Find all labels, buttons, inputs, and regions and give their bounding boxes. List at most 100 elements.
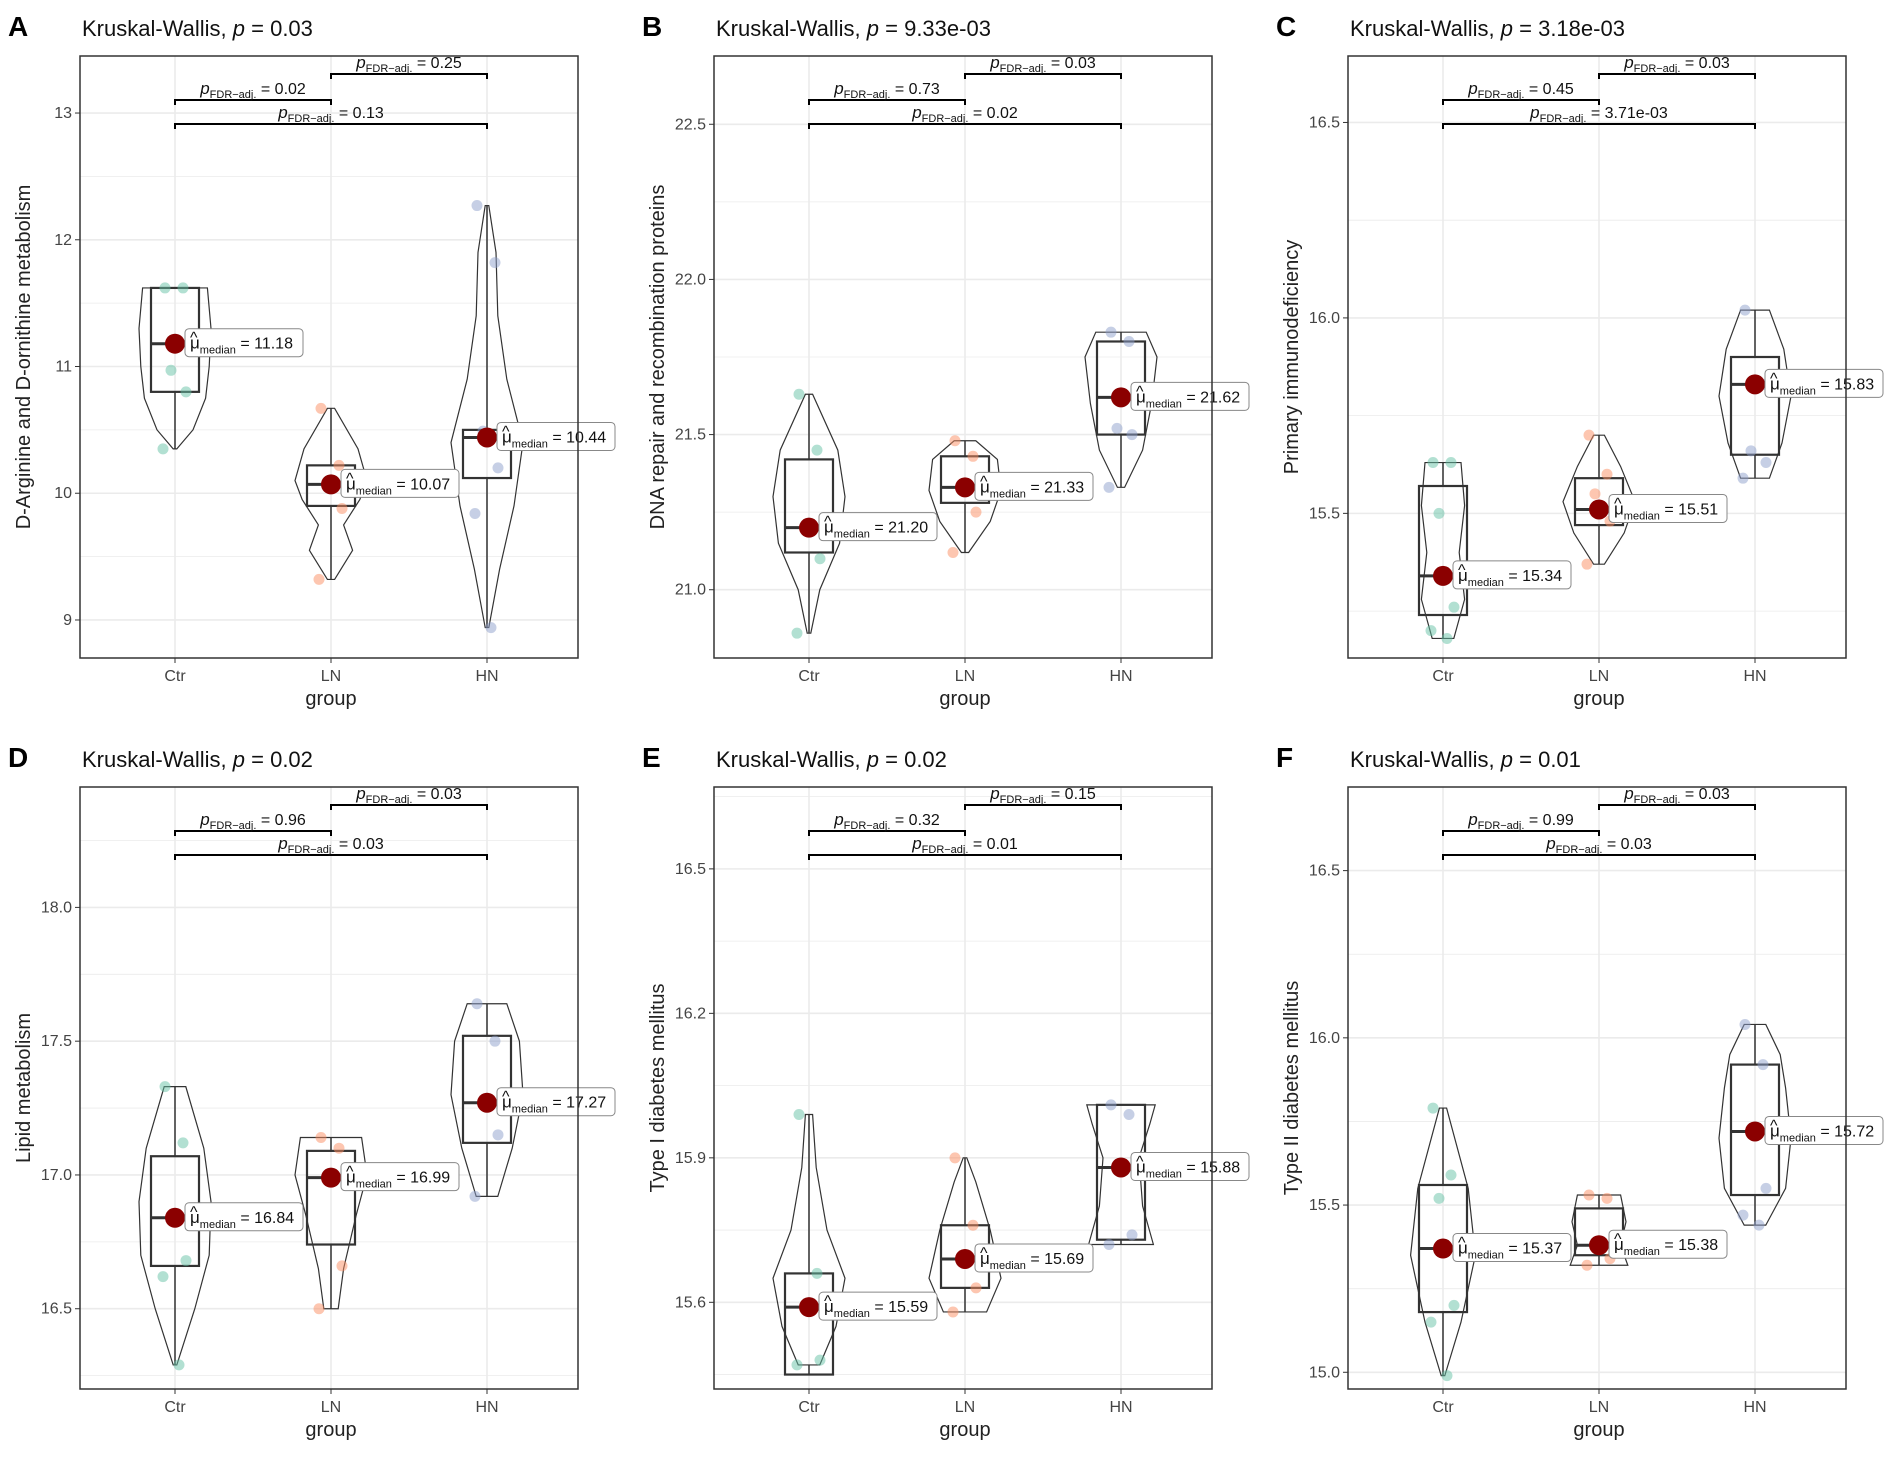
p-value: = 0.02 xyxy=(256,81,305,98)
median-label: μmedian = 15.51^ xyxy=(1608,493,1728,523)
p-subscript: FDR−adj. xyxy=(210,820,257,832)
x-tick-label: LN xyxy=(321,1399,341,1416)
median-label-text: μmedian = 11.18 xyxy=(190,334,293,357)
data-point xyxy=(165,364,177,376)
title-p-value: = 0.03 xyxy=(245,16,313,41)
p-value: = 0.03 xyxy=(1046,55,1095,72)
data-point xyxy=(177,282,189,294)
y-tick-label: 17.0 xyxy=(41,1167,72,1184)
median-point xyxy=(1111,1157,1131,1178)
data-point xyxy=(967,1219,979,1231)
median-label: μmedian = 15.83^ xyxy=(1764,368,1884,398)
median-label-box xyxy=(496,421,616,451)
hat-mark: ^ xyxy=(980,473,988,490)
median-label: μmedian = 15.69^ xyxy=(974,1243,1094,1273)
y-tick-label: 21.5 xyxy=(675,427,706,444)
comparison-bracket: pFDR−adj. = 0.25 xyxy=(330,53,488,79)
x-tick-label: HN xyxy=(1743,668,1766,685)
comparison-bracket: pFDR−adj. = 0.03 xyxy=(1598,53,1756,79)
x-tick-label: HN xyxy=(475,668,498,685)
group-ctr xyxy=(772,388,846,639)
data-point xyxy=(1760,1182,1772,1194)
data-point xyxy=(1448,1299,1460,1311)
p-symbol: p xyxy=(1529,103,1539,122)
title-prefix: Kruskal-Wallis, xyxy=(716,16,867,41)
comparison-bracket: pFDR−adj. = 0.03 xyxy=(964,53,1122,79)
median-label-box xyxy=(1452,1233,1572,1263)
x-axis-title: group xyxy=(305,688,356,710)
data-point xyxy=(492,1129,504,1141)
title-p-symbol: p xyxy=(1500,747,1513,772)
x-axis-title: group xyxy=(305,1419,356,1441)
data-point xyxy=(1760,457,1772,469)
data-point xyxy=(180,1255,192,1267)
y-tick-label: 15.5 xyxy=(1309,505,1340,522)
bracket-line xyxy=(808,99,966,105)
median-value: = 16.99 xyxy=(392,1170,450,1187)
median-label: μmedian = 17.27^ xyxy=(496,1087,616,1117)
median-label-text: μmedian = 10.07 xyxy=(346,474,450,497)
median-label-text: μmedian = 16.84 xyxy=(190,1208,294,1231)
mu-symbol: μ xyxy=(346,474,356,493)
mu-symbol: μ xyxy=(1614,499,1624,518)
p-subscript: FDR−adj. xyxy=(1478,820,1525,832)
y-tick-label: 21.0 xyxy=(675,582,706,599)
y-tick-label: 15.0 xyxy=(1309,1364,1340,1381)
p-subscript: FDR−adj. xyxy=(844,89,891,101)
mu-symbol: μ xyxy=(1458,566,1468,585)
iqr-box xyxy=(783,1272,835,1376)
title-p-value: = 9.33e-03 xyxy=(879,16,991,41)
group-ln xyxy=(294,1131,368,1315)
p-subscript: FDR−adj. xyxy=(844,820,891,832)
data-point xyxy=(1425,625,1437,637)
p-symbol: p xyxy=(1623,784,1633,803)
data-point xyxy=(970,506,982,518)
median-label: μmedian = 16.99^ xyxy=(340,1162,460,1192)
comparison-bracket: pFDR−adj. = 0.03 xyxy=(174,834,488,860)
comparison-label: pFDR−adj. = 0.15 xyxy=(989,784,1096,806)
data-point xyxy=(469,508,481,520)
data-point xyxy=(791,1359,803,1371)
median-value: = 11.18 xyxy=(236,336,293,353)
median-label-box xyxy=(1764,1115,1884,1145)
data-point xyxy=(469,1190,481,1202)
median-label-box xyxy=(1130,381,1250,411)
panel-label: D xyxy=(8,742,28,773)
data-point xyxy=(1581,558,1593,570)
median-label: μmedian = 15.72^ xyxy=(1764,1115,1884,1145)
bracket-line xyxy=(808,830,966,836)
panel-f: F Kruskal-Wallis, p = 0.01 15.0 15.5 16.0 16.… xyxy=(1268,731,1902,1462)
bracket-line xyxy=(330,804,488,810)
median-label-box xyxy=(974,471,1094,501)
median-label-box xyxy=(340,468,460,498)
median-label-text: μmedian = 15.37 xyxy=(1458,1239,1562,1262)
median-point xyxy=(1433,1238,1453,1259)
median-subscript: median xyxy=(834,529,870,541)
bracket-line xyxy=(808,854,1122,860)
median-subscript: median xyxy=(1146,398,1182,410)
data-point xyxy=(1753,1219,1765,1231)
p-value: = 0.15 xyxy=(1046,786,1095,803)
median-subscript: median xyxy=(1780,1132,1816,1144)
median-label: μmedian = 16.84^ xyxy=(184,1202,304,1232)
chart-c: C Kruskal-Wallis, p = 3.18e-03 15.5 16.0 16.… xyxy=(1276,11,1884,710)
data-point xyxy=(1105,326,1117,338)
median-label-box xyxy=(184,1202,304,1232)
y-tick-label: 10 xyxy=(54,485,72,502)
median-label-text: μmedian = 15.59 xyxy=(824,1297,928,1320)
y-axis-title: Lipid metabolism xyxy=(13,1013,35,1163)
p-subscript: FDR−adj. xyxy=(288,113,335,125)
median-point xyxy=(321,474,341,495)
mu-symbol: μ xyxy=(1614,1235,1624,1254)
y-tick-label: 17.5 xyxy=(41,1033,72,1050)
data-point xyxy=(1427,1102,1439,1114)
comparison-label: pFDR−adj. = 0.03 xyxy=(1623,784,1730,806)
comparison-label: pFDR−adj. = 0.03 xyxy=(355,784,462,806)
data-point xyxy=(1583,429,1595,441)
data-point xyxy=(1737,472,1749,484)
panel-label: E xyxy=(642,742,661,773)
p-symbol: p xyxy=(833,810,843,829)
median-label-box xyxy=(1452,560,1572,590)
x-axis-title: group xyxy=(1573,1419,1624,1441)
